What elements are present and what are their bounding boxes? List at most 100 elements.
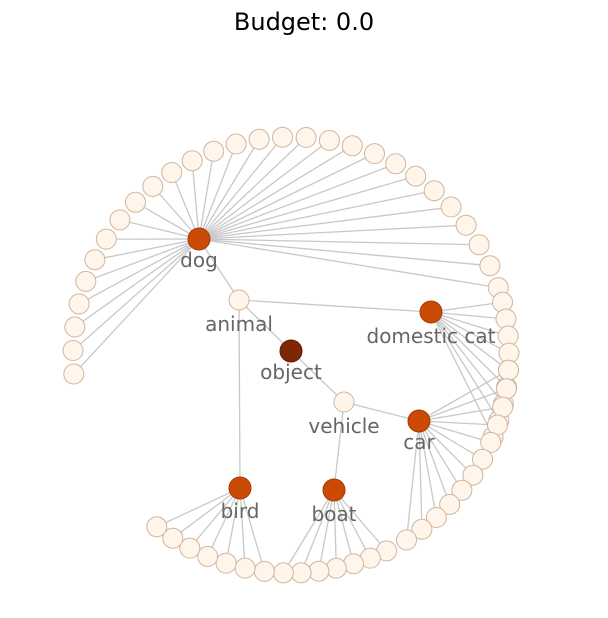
edge-dog-leaf [198, 143, 237, 240]
leaf-node-dog [84, 249, 106, 271]
edge-boat-leaf [318, 489, 335, 572]
edge-vehicle-car [343, 401, 420, 422]
edge-dog-leaf [198, 190, 435, 240]
edge-car-leaf [405, 420, 420, 540]
edge-dog-leaf [198, 137, 307, 240]
edge-domestic_cat-leaf [430, 311, 508, 388]
node-label-car: car [403, 430, 435, 454]
node-car [407, 409, 431, 433]
edge-car-leaf [418, 420, 498, 426]
edge-bird-leaf [156, 487, 241, 528]
edge-dog-leaf [94, 238, 200, 261]
edge-car-leaf [418, 420, 463, 491]
leaf-node-dog [440, 196, 462, 218]
leaf-node-dog [423, 180, 445, 202]
edge-car-leaf [418, 369, 509, 422]
edge-dog-leaf [198, 153, 375, 240]
leaf-node-car [439, 493, 461, 515]
edge-domestic_cat-leaf [430, 311, 509, 337]
leaf-node-bird [234, 557, 256, 579]
edge-dog-leaf [198, 139, 260, 240]
labeled-node-layer [187, 227, 443, 502]
edge-domestic_cat-leaf [430, 311, 500, 421]
edge-dog-leaf [198, 238, 480, 246]
edge-dog-leaf [198, 238, 499, 289]
leaf-node-car [451, 479, 473, 501]
edge-dog-leaf [152, 185, 200, 240]
leaf-node-bird [146, 516, 168, 538]
leaf-node-dog [109, 209, 131, 231]
edge-car-leaf [418, 388, 507, 422]
edge-dog-leaf [135, 201, 200, 240]
leaf-node-dog [468, 234, 490, 256]
edge-dog-leaf [78, 238, 200, 305]
node-animal [228, 289, 250, 311]
leaf-node-dog [142, 175, 164, 197]
leaf-node-car [480, 431, 502, 453]
edge-dog-leaf [198, 224, 467, 240]
edge-car-leaf [418, 420, 491, 444]
leaf-node-car [411, 518, 433, 540]
edge-bird-leaf [189, 487, 241, 549]
edge-dog-leaf [191, 160, 200, 240]
leaf-node-bird [179, 537, 201, 559]
edge-boat-leaf [333, 489, 371, 559]
edge-object-vehicle [290, 350, 345, 403]
leaf-node-dog [181, 150, 203, 172]
edge-bird-leaf [206, 487, 241, 557]
node-domestic_cat [419, 300, 443, 324]
node-bird [228, 476, 252, 500]
leaf-node-dog [479, 255, 501, 277]
edge-dog-leaf [198, 175, 416, 240]
leaf-node-dog [75, 270, 97, 292]
leaf-node-dog [68, 293, 90, 315]
leaf-node-dog [63, 363, 85, 385]
edge-car-leaf [418, 420, 423, 530]
leaf-node-bird [162, 527, 184, 549]
edge-domestic_cat-leaf [430, 311, 510, 354]
leaf-node-dog [203, 140, 225, 162]
edge-domestic_cat-leaf [430, 311, 507, 320]
edge-layer [72, 136, 510, 574]
leaf-node-dog [455, 214, 477, 236]
node-label-dog: dog [180, 248, 218, 272]
edge-boat-leaf [333, 489, 337, 569]
leaf-node-bird [197, 545, 219, 567]
edge-animal-bird [238, 299, 241, 489]
leaf-node-dog [62, 340, 84, 361]
edge-boat-leaf [282, 489, 335, 574]
leaf-node-dog [405, 165, 427, 187]
node-label-boat: boat [311, 502, 356, 526]
leaf-node-dog [248, 128, 270, 150]
edge-boat-leaf [300, 489, 335, 574]
edge-domestic_cat-leaf [430, 301, 503, 313]
edge-bird-leaf [225, 487, 241, 564]
node-boat [322, 478, 346, 502]
edge-boat-leaf [333, 489, 355, 565]
leaf-node-boat [272, 562, 294, 584]
leaf-node-car [396, 529, 417, 551]
node-label-animal: animal [205, 312, 273, 336]
leaf-node-dog [364, 143, 385, 165]
node-label-vehicle: vehicle [308, 414, 379, 438]
leaf-node-boat [308, 560, 330, 582]
edge-dog-leaf [74, 238, 200, 328]
leaf-node-dog [295, 127, 317, 148]
node-label-domestic_cat: domestic cat [367, 324, 496, 348]
leaf-node-car [492, 396, 514, 418]
chart-title: Budget: 0.0 [233, 8, 375, 36]
leaf-node-car [425, 507, 447, 528]
edge-domestic_cat-leaf [430, 311, 494, 437]
edge-dog-leaf [198, 151, 215, 240]
edge-dog-leaf [198, 145, 353, 240]
node-dog [187, 227, 211, 251]
leaf-node-dog [341, 135, 363, 157]
edge-dog-leaf [198, 136, 284, 240]
edge-dog-leaf [198, 238, 490, 267]
leaf-node-bird [253, 560, 275, 582]
node-label-object: object [260, 360, 322, 384]
leaf-node-boat [290, 562, 312, 584]
edge-domestic_cat-leaf [430, 311, 509, 371]
edge-car-leaf [418, 420, 451, 505]
